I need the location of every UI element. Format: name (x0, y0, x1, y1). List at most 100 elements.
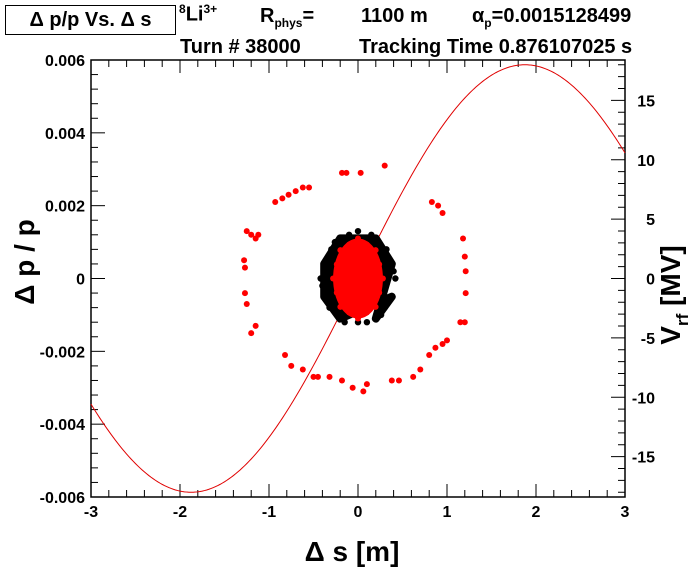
halo-particle (292, 188, 299, 195)
halo-particle (439, 209, 446, 216)
red-core-particle (372, 303, 379, 310)
red-core-particle (337, 247, 344, 254)
core-particle (372, 235, 379, 242)
x-tick-label: -2 (173, 504, 187, 521)
halo-particle (285, 191, 292, 198)
red-core-particle (355, 315, 361, 322)
red-core-particle (330, 275, 337, 282)
x-tick-label: -1 (262, 504, 276, 521)
core-particle (320, 293, 328, 300)
halo-particle (457, 319, 464, 326)
halo-particle (248, 330, 255, 337)
core-particle (345, 231, 353, 238)
y-tick-label: -0.002 (40, 344, 85, 361)
halo-particle (299, 184, 306, 191)
halo-particle (461, 253, 468, 260)
y-tick-label: 0 (76, 272, 85, 289)
y-tick-label: 0.002 (45, 199, 85, 216)
halo-particle (338, 377, 345, 384)
x-tick-label: 1 (443, 504, 452, 521)
red-core-particle (376, 289, 383, 296)
core-particle (328, 246, 335, 253)
red-core-particle (376, 261, 383, 268)
rphys-value: 1100 m (361, 5, 428, 27)
halo-particle (241, 257, 248, 264)
halo-particle (252, 322, 259, 329)
core-particle (354, 227, 362, 235)
x-tick-label: 2 (532, 504, 541, 521)
halo-particle (460, 235, 467, 242)
ion-symbol: Li (185, 3, 204, 26)
core-particle (377, 311, 385, 319)
tracking-time: Tracking Time 0.876107025 s (359, 36, 633, 58)
core-particle (383, 246, 390, 253)
axis-ticks (90, 59, 626, 498)
core-particle (326, 304, 333, 311)
y2-tick-label: -15 (632, 450, 655, 467)
halo-particle (272, 199, 279, 206)
halo-particle (417, 366, 424, 373)
halo-particle (306, 184, 313, 191)
core-particle (388, 260, 396, 268)
halo-particle (461, 319, 468, 326)
halo-particle (299, 366, 306, 373)
y-tick-label: -0.006 (40, 490, 85, 507)
core-particle (392, 275, 399, 282)
red-core-particle (379, 275, 386, 282)
halo-particle (288, 362, 295, 369)
halo-particle (243, 300, 250, 307)
halo-particle (326, 373, 333, 380)
y-axis-title: Δ p / p (9, 219, 40, 304)
x-axis-title: Δ s [m] (305, 536, 400, 567)
core-particle (317, 275, 324, 282)
halo-particle (410, 373, 417, 380)
core-particle (390, 268, 397, 275)
halo-particle (462, 268, 469, 275)
core-particle (337, 235, 344, 242)
halo-particle (435, 202, 442, 209)
halo-particle (338, 169, 345, 176)
y2-tick-label: -10 (632, 390, 655, 407)
tick-labels: -3 -2 -1 0 1 2 3-0.006-0.004-0.00200.0020.0040… (40, 53, 655, 521)
halo-particle (343, 169, 350, 176)
halo-particle (252, 235, 259, 242)
halo-particle (310, 373, 317, 380)
y2-tick-label: 5 (646, 212, 655, 229)
y2-tick-label: -5 (641, 331, 655, 348)
y2-axis-title: Vrf [MV] (655, 245, 692, 344)
red-core-cloud (333, 238, 383, 319)
core-particle (368, 231, 375, 238)
alpha-label: αp=0.0015128499 (472, 5, 632, 30)
y-tick-label: 0.006 (45, 53, 85, 70)
red-core-particle (372, 247, 379, 254)
core-particle (337, 315, 344, 322)
core-particle (381, 304, 388, 311)
core-particle (388, 293, 396, 300)
red-core-particle (337, 303, 344, 310)
x-tick-label: -3 (84, 504, 98, 521)
core-particle (319, 282, 326, 289)
halo-particle (349, 384, 356, 391)
halo-particle (388, 377, 395, 384)
x-tick-label: 0 (354, 504, 363, 521)
y-tick-label: -0.004 (40, 417, 85, 434)
halo-particle (243, 228, 250, 235)
halo-particle (248, 231, 255, 238)
core-particle (363, 319, 371, 326)
ion-label: 8Li3+ (179, 2, 217, 27)
red-core-particle (333, 261, 340, 268)
y2-tick-label: 10 (637, 153, 655, 170)
halo-particle (363, 381, 370, 388)
halo-particle (282, 351, 289, 358)
core-particle (320, 260, 328, 268)
halo-particle (462, 290, 469, 297)
halo-particle (241, 290, 248, 297)
alpha-value: =0.0015128499 (491, 5, 632, 27)
y-tick-label: 0.004 (45, 126, 85, 143)
halo-particle (314, 373, 321, 380)
red-core-particle (346, 241, 353, 248)
x-tick-label: 3 (621, 504, 630, 521)
halo-particle (357, 169, 364, 176)
red-core-particle (346, 309, 353, 316)
